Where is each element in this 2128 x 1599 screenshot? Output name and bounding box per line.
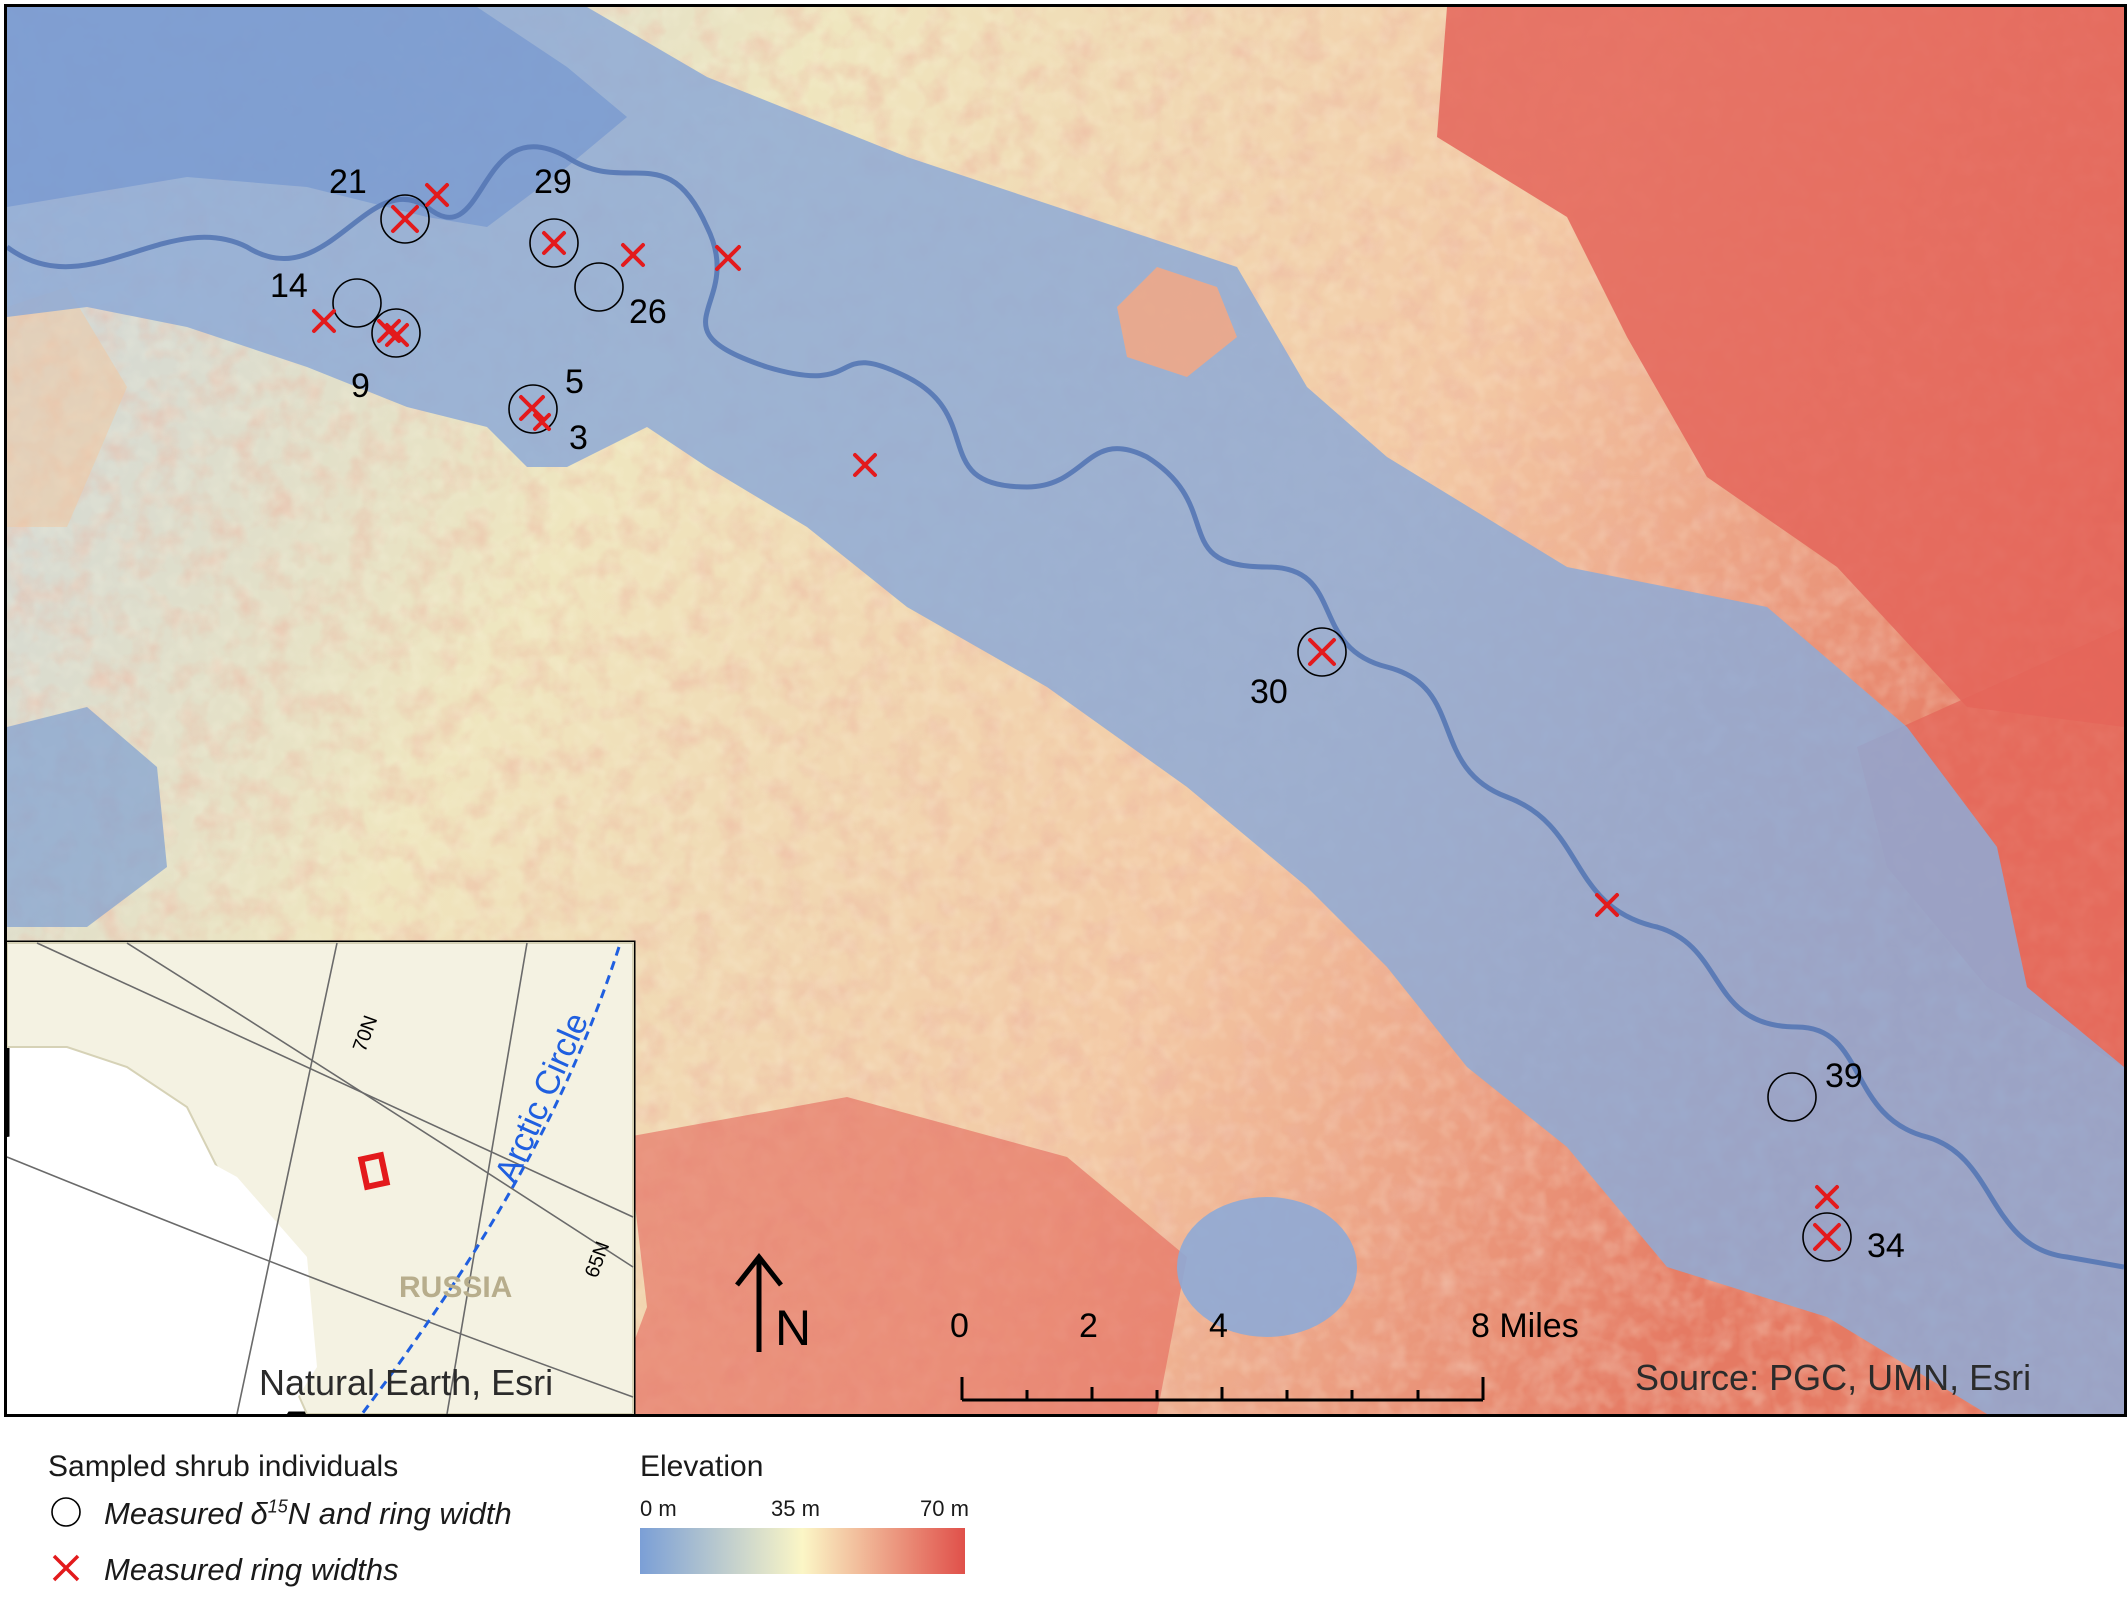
legend-circle-icon xyxy=(51,1497,81,1527)
inset-graticule xyxy=(7,942,634,1414)
inset-map: Arctic Circle 70N 65N RUSSIA Natural Ear… xyxy=(7,940,636,1414)
cross-near-34[interactable] xyxy=(1815,1185,1839,1209)
site-5-cross[interactable] xyxy=(519,395,545,421)
cross-near-21[interactable] xyxy=(425,183,449,207)
source-credit: Source: PGC, UMN, Esri xyxy=(1635,1357,2031,1398)
upland-northeast xyxy=(1437,7,2124,727)
elevation-map: 21 29 14 26 9 5 3 30 39 34 N 0 2 4 8 Mil… xyxy=(7,7,2124,1414)
legend-cross-item: Measured ring widths xyxy=(104,1552,399,1587)
map-frame: 21 29 14 26 9 5 3 30 39 34 N 0 2 4 8 Mil… xyxy=(4,4,2127,1417)
north-label: N xyxy=(775,1300,811,1356)
legend-circle-item: Measured δ15N and ring width xyxy=(104,1496,512,1532)
legend-delta-symbol: δ xyxy=(250,1496,268,1531)
legend-samples: Sampled shrub individuals Measured δ15N … xyxy=(48,1440,648,1590)
cross-mid[interactable] xyxy=(853,453,877,477)
site-26-circle[interactable] xyxy=(574,262,624,312)
sample-circles xyxy=(332,194,1852,1262)
legend-isotope-sup: 15 xyxy=(267,1496,288,1517)
site-label-5: 5 xyxy=(565,363,584,401)
site-34-circle[interactable] xyxy=(1802,1212,1852,1262)
site-29-circle[interactable] xyxy=(529,218,579,268)
study-area-marker xyxy=(357,1151,391,1191)
scalebar-tick-8: 8 Miles xyxy=(1471,1307,1579,1345)
river xyxy=(7,144,2124,1270)
legend-samples-title: Sampled shrub individuals xyxy=(48,1450,399,1483)
site-14-circle[interactable] xyxy=(332,278,382,328)
lake-south xyxy=(1177,1197,1357,1337)
floodplain-lowland xyxy=(7,7,2124,1414)
legend-cross-icon xyxy=(52,1554,80,1582)
elevation-tick-35: 35 m xyxy=(771,1496,820,1521)
legend-circle-suffix: N and ring width xyxy=(287,1496,512,1531)
scalebar-tick-0: 0 xyxy=(950,1307,969,1345)
site-label-30: 30 xyxy=(1250,673,1288,711)
north-arrow: N xyxy=(735,1252,811,1356)
inset-country-label: RUSSIA xyxy=(399,1271,512,1304)
cross-near-14[interactable] xyxy=(312,309,336,333)
site-9-circle[interactable] xyxy=(371,308,421,358)
site-labels: 21 29 14 26 9 5 3 30 39 34 xyxy=(270,163,1905,1265)
site-39-circle[interactable] xyxy=(1767,1072,1817,1122)
site-3-cross[interactable] xyxy=(533,413,551,431)
legend-elevation: Elevation 0 m 35 m 70 m xyxy=(640,1440,1000,1590)
arctic-circle-line xyxy=(360,946,621,1414)
elevation-tick-0: 0 m xyxy=(640,1496,677,1521)
site-9-crosses[interactable] xyxy=(377,319,409,347)
upland-south xyxy=(607,1097,1187,1414)
patch-orange xyxy=(1117,267,1237,377)
inset-credit: Natural Earth, Esri xyxy=(259,1362,553,1403)
site-21-circle[interactable] xyxy=(380,194,430,244)
scalebar-tick-4: 4 xyxy=(1209,1307,1228,1345)
elevation-tick-70: 70 m xyxy=(920,1496,969,1521)
scalebar-tick-2: 2 xyxy=(1079,1307,1098,1345)
site-30-circle[interactable] xyxy=(1297,627,1347,677)
site-5-circle[interactable] xyxy=(508,384,558,434)
site-label-39: 39 xyxy=(1825,1057,1863,1095)
site-34-cross[interactable] xyxy=(1813,1223,1841,1251)
ring-width-crosses xyxy=(312,183,1841,1251)
scalebar: 0 2 4 8 Miles xyxy=(950,1307,1579,1402)
site-label-29: 29 xyxy=(534,163,572,201)
lake-west xyxy=(7,707,167,927)
site-label-21: 21 xyxy=(329,163,367,201)
cross-southeast[interactable] xyxy=(1595,893,1619,917)
water-north xyxy=(7,7,627,227)
site-label-3: 3 xyxy=(569,419,588,457)
site-30-cross[interactable] xyxy=(1308,638,1336,666)
scalebar-line xyxy=(960,1377,1485,1402)
cross-east-29[interactable] xyxy=(715,245,741,271)
site-label-34: 34 xyxy=(1867,1227,1905,1265)
site-label-14: 14 xyxy=(270,267,308,305)
north-arrow-icon xyxy=(735,1252,783,1352)
site-label-26: 26 xyxy=(629,293,667,331)
upland-west xyxy=(7,287,127,527)
site-29-cross[interactable] xyxy=(542,231,566,255)
site-21-cross[interactable] xyxy=(391,205,419,233)
cross-near-26[interactable] xyxy=(621,243,645,267)
legend-circle-prefix: Measured xyxy=(104,1496,242,1531)
elevation-colorbar xyxy=(640,1528,965,1574)
legend-elevation-title: Elevation xyxy=(640,1450,764,1483)
inset-sea xyxy=(7,1117,317,1414)
site-label-9: 9 xyxy=(351,367,370,405)
